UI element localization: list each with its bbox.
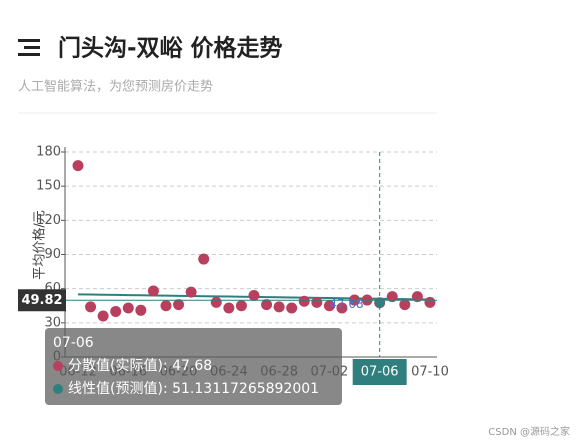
scatter-point [311,296,323,308]
scatter-point [97,310,109,322]
scatter-point [135,304,147,316]
scatter-point [298,295,310,307]
scatter-point [286,302,298,314]
y-tick-label: 150 [36,179,61,194]
title-icon [18,39,40,56]
scatter-point [147,285,159,297]
tooltip-sep: : [163,358,172,374]
scatter-point [424,296,436,308]
scatter-point [235,300,247,312]
tooltip-marker [53,384,63,394]
y-tick-label: 30 [44,315,61,330]
tooltip-row: 分散值(实际值): 47.68 [68,358,212,374]
scatter-point [323,300,335,312]
tooltip-series-name: 线性值(预测值) [68,381,163,397]
tooltip-marker [53,361,63,371]
tooltip-row: 线性值(预测值): 51.13117265892001 [68,381,319,397]
scatter-point [261,299,273,311]
y-tick-label: 90 [44,247,61,262]
axis-pointer-x-box [352,359,407,385]
scatter-point [248,290,260,301]
scatter-point [336,302,348,314]
y-tick-label: 180 [36,145,61,160]
scatter-point [160,300,172,312]
tooltip-sep: : [163,381,172,397]
watermark: CSDN @源码之家 [488,425,570,438]
scatter-point [411,291,423,303]
page-title: 门头沟-双峪 价格走势 [58,35,283,62]
tooltip-title: 07-06 [53,335,94,351]
scatter-point [223,302,235,314]
y-tick-label: 120 [36,213,61,228]
tooltip-value: 47.68 [172,358,212,374]
emphasis-label: 47.68 [329,297,363,311]
y-axis-label: 平均价格/元 [32,210,48,279]
scatter-point [273,301,285,313]
x-tick-label: 07-10 [411,365,449,380]
axis-pointer-y-box [18,289,66,312]
scatter-point [110,305,122,317]
axis-pointer-y-label: 49.82 [21,293,62,308]
axis-pointer-x-label: 07-06 [361,365,399,380]
tooltip [45,328,342,405]
tooltip-value: 51.13117265892001 [172,381,319,397]
trend-point [374,297,385,308]
scatter-point [386,291,398,303]
scatter-point [122,302,134,314]
scatter-point [85,301,97,313]
subtitle: 人工智能算法，为您预测房价走势 [18,79,213,95]
scatter-point [185,286,197,298]
scatter-point [399,299,411,311]
scatter-point [210,296,222,308]
scatter-point [72,160,84,172]
scatter-point [173,299,185,311]
tooltip-series-name: 分散值(实际值) [68,358,163,374]
scatter-point [198,253,210,265]
